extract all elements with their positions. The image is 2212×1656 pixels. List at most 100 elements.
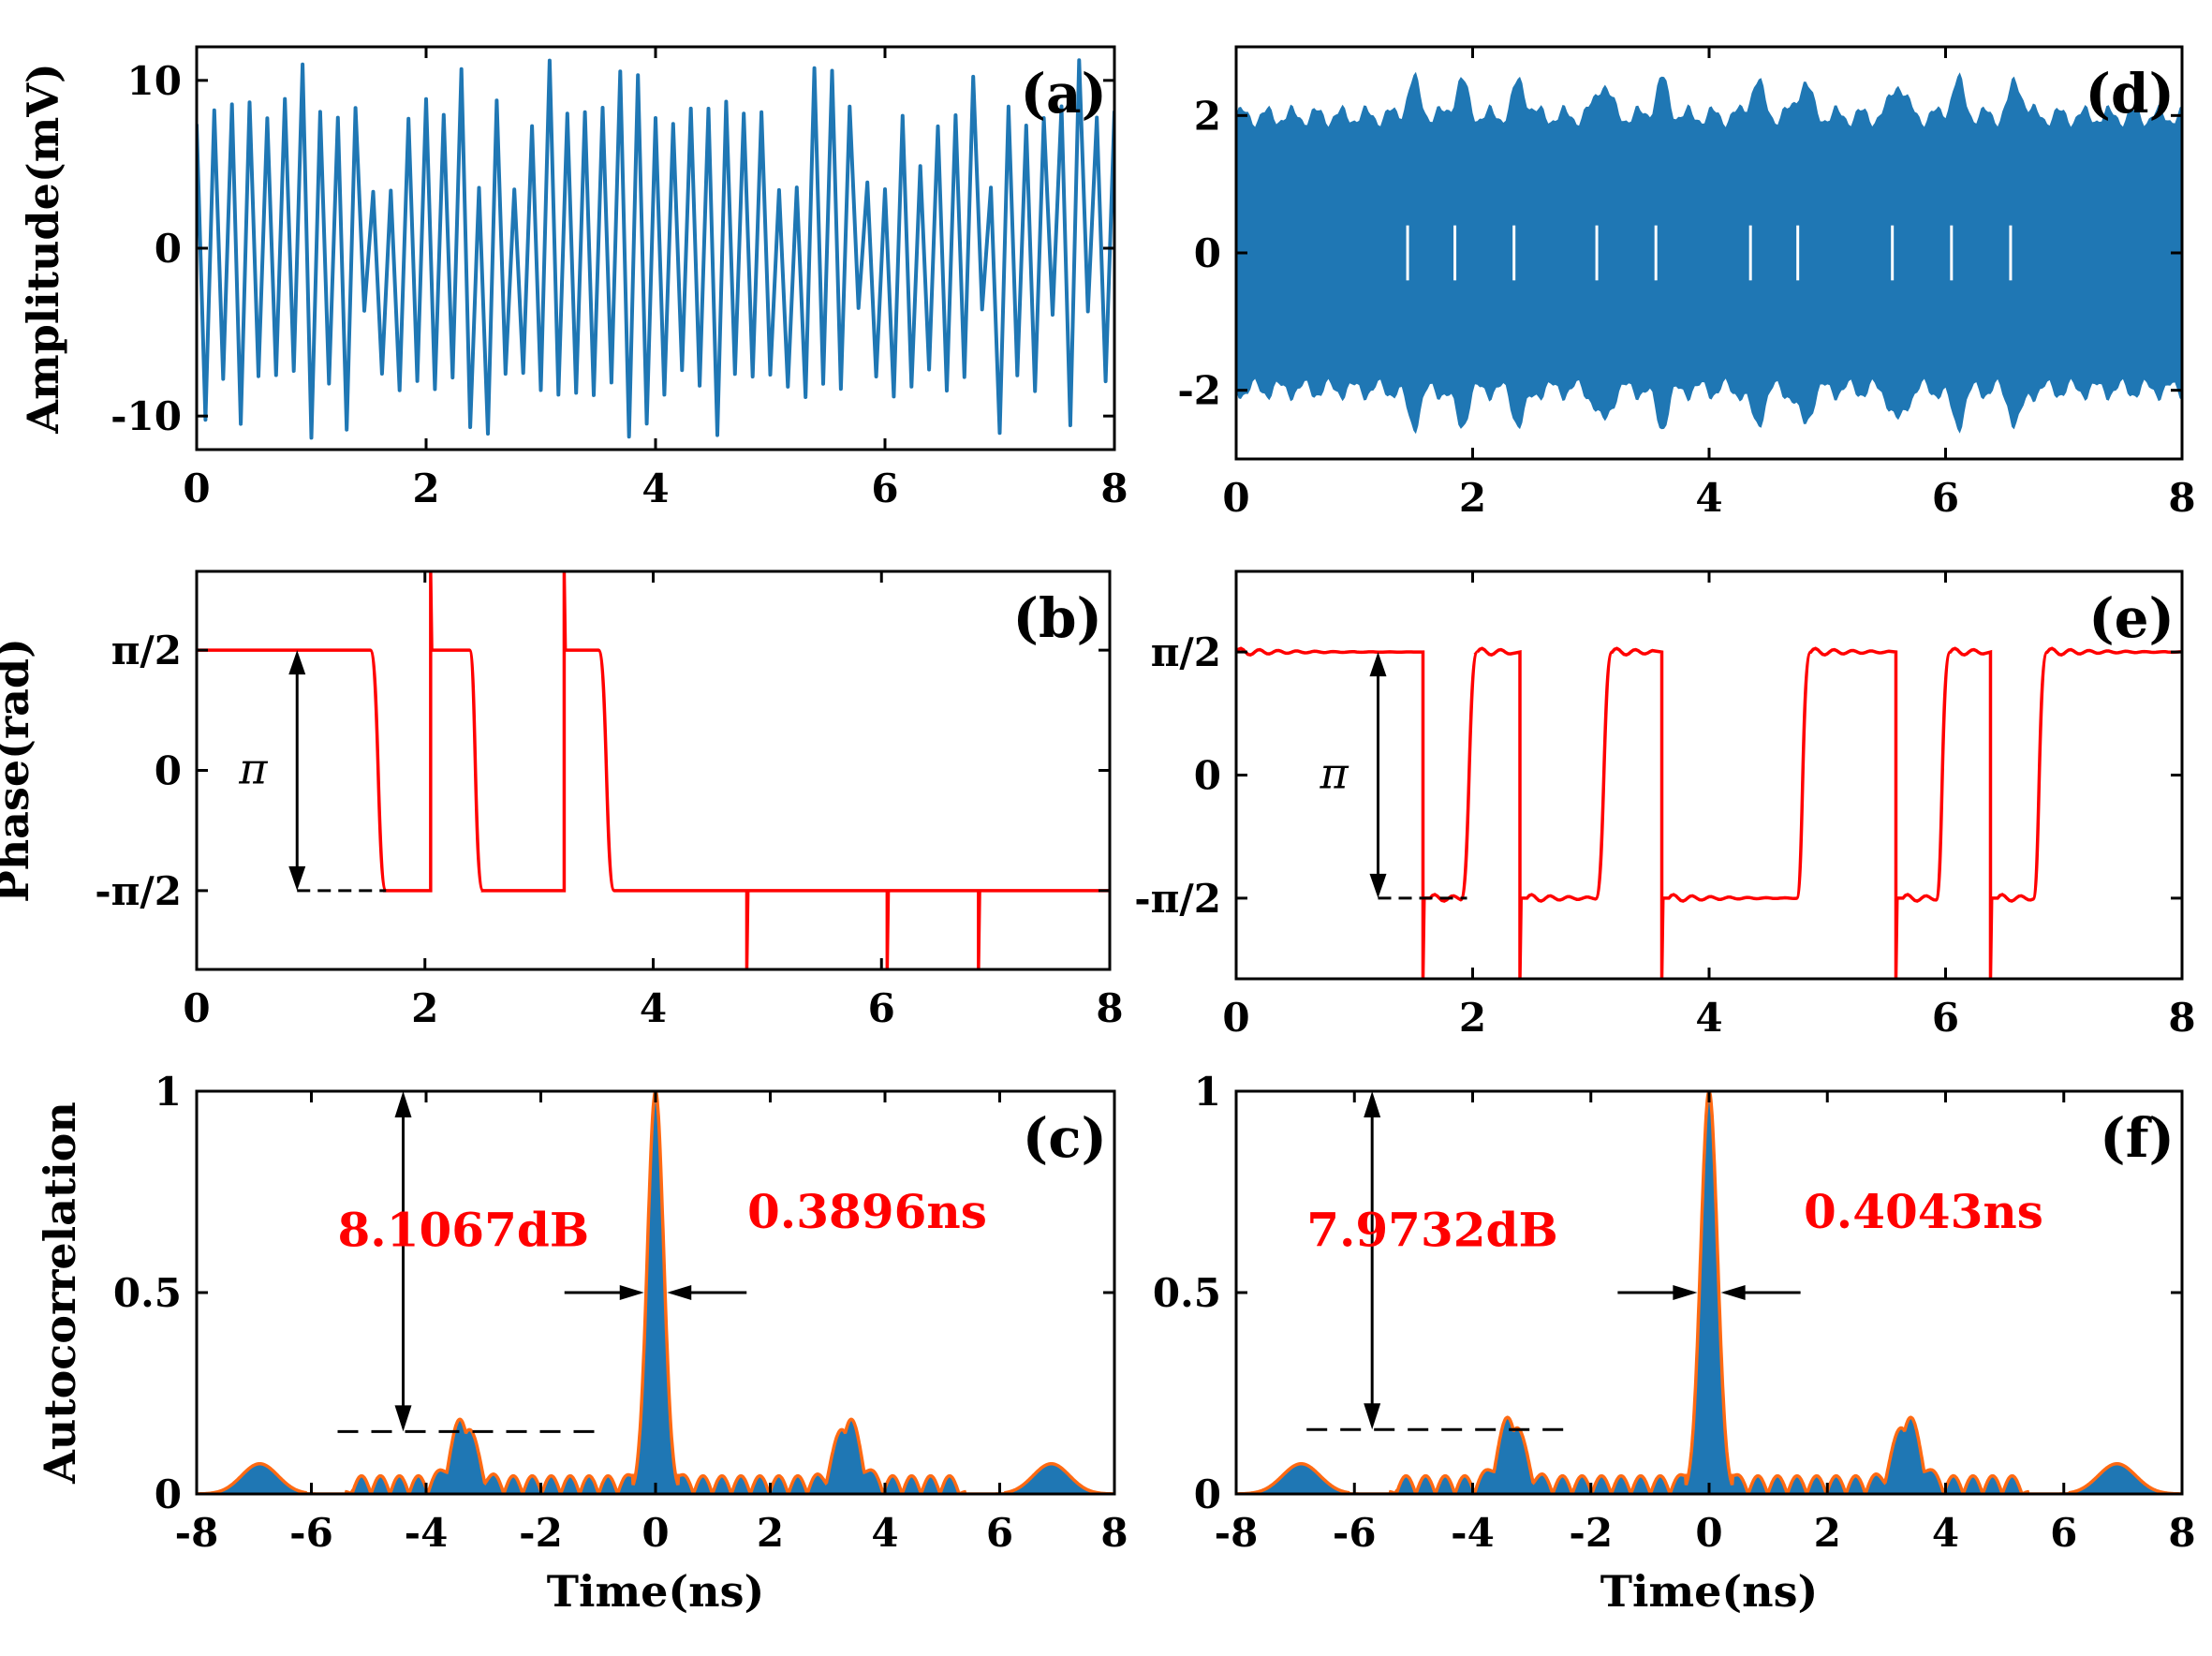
panel-c: 8.1067dB 0.3896ns -8 -6 -4 -2 0 2 4 6 8 0 0.5 1 (c) Aut…	[35, 1069, 1128, 1617]
pi-arrow-head-bottom	[1369, 873, 1387, 898]
y-tick-label: 0	[155, 226, 182, 272]
x-tick-label: -2	[519, 1510, 563, 1556]
x-tick-label: 4	[640, 985, 667, 1031]
plot-area-a	[197, 58, 1114, 440]
series-line	[197, 58, 1114, 440]
x-tick-label: 0	[1695, 1510, 1722, 1556]
ratio-arrow-head-bottom	[394, 1405, 412, 1432]
x-tick-label: -8	[175, 1510, 219, 1556]
panel-label: (f)	[2100, 1106, 2175, 1170]
x-tick-label: -2	[1569, 1510, 1613, 1556]
plot-area-b: π	[197, 571, 1109, 969]
x-tick-label: -4	[1451, 1510, 1495, 1556]
x-tick-label: -6	[289, 1510, 333, 1556]
panel-label: (d)	[2086, 62, 2175, 126]
x-tick-label: 6	[1932, 475, 1959, 521]
plot-area-f: 7.9732dB 0.4043ns	[1236, 1091, 2182, 1494]
x-tick-label: 0	[1222, 475, 1249, 521]
y-tick-label: -π/2	[1134, 876, 1221, 922]
width-arrow-left-head	[1673, 1285, 1698, 1300]
width-arrow-right-head	[1720, 1285, 1746, 1300]
plot-area-c: 8.1067dB 0.3896ns	[197, 1091, 1114, 1494]
y-tick-label: 0	[1194, 230, 1221, 276]
x-tick-label: 2	[412, 466, 439, 511]
x-tick-label: 6	[1932, 995, 1959, 1041]
y-axis-label: Autocorrelation	[35, 1102, 85, 1485]
x-tick-label: -8	[1215, 1510, 1259, 1556]
x-tick-label: 0	[641, 1510, 669, 1556]
x-tick-label: 0	[1222, 995, 1249, 1041]
y-tick-label: 1	[155, 1069, 182, 1115]
y-tick-label: 0.5	[113, 1270, 182, 1316]
x-tick-label: 4	[641, 466, 669, 511]
y-tick-label: -10	[111, 393, 182, 439]
ratio-arrow-head-top	[394, 1091, 412, 1117]
x-tick-label: 4	[1695, 475, 1722, 521]
panel-e: π 0 2 4 6 8 π/2 0 -π/2 (e)	[1134, 569, 2196, 1041]
ratio-annotation: 8.1067dB	[338, 1203, 590, 1258]
width-arrow-right-head	[667, 1285, 692, 1300]
x-tick-label: 4	[871, 1510, 898, 1556]
y-tick-label: 10	[127, 58, 182, 104]
series-area	[1236, 1091, 2182, 1494]
x-tick-label: -4	[405, 1510, 449, 1556]
y-tick-label: -π/2	[95, 868, 182, 914]
y-tick-label: 0	[155, 1471, 182, 1517]
y-tick-label: 0	[155, 748, 182, 794]
y-axis-label: Amplitude(mV)	[18, 63, 68, 435]
plot-area-e: π	[1236, 646, 2182, 979]
y-tick-label: π/2	[111, 628, 182, 673]
axes-frame	[195, 569, 1112, 971]
x-axis-label: Time(ns)	[1600, 1566, 1819, 1617]
x-tick-label: 6	[986, 1510, 1013, 1556]
pi-arrow-label: π	[1320, 748, 1349, 799]
x-tick-label: 2	[757, 1510, 784, 1556]
ratio-arrow-head-bottom	[1364, 1403, 1381, 1430]
panel-label: (e)	[2088, 586, 2175, 650]
x-tick-label: 6	[2050, 1510, 2077, 1556]
x-tick-label: 2	[411, 985, 438, 1031]
y-tick-label: 0	[1194, 1471, 1221, 1517]
x-tick-label: 8	[1100, 1510, 1128, 1556]
width-arrow-left-head	[619, 1285, 644, 1300]
y-axis-label: Phase(rad)	[0, 638, 38, 903]
y-tick-label: 2	[1194, 93, 1221, 139]
x-tick-label: 4	[1932, 1510, 1959, 1556]
x-tick-label: -6	[1333, 1510, 1377, 1556]
x-tick-label: 2	[1814, 1510, 1841, 1556]
y-tick-label: 1	[1194, 1069, 1221, 1115]
y-tick-label: 0	[1194, 753, 1221, 799]
x-tick-label: 8	[1100, 466, 1128, 511]
width-annotation: 0.3896ns	[747, 1184, 987, 1239]
x-tick-label: 4	[1695, 995, 1722, 1041]
panel-f: 7.9732dB 0.4043ns -8 -6 -4 -2 0 2 4 6 8 0 0.5 1 (f) Tim…	[1153, 1069, 2196, 1617]
y-tick-label: π/2	[1151, 629, 1221, 675]
series-area	[197, 1091, 1114, 1494]
x-tick-label: 2	[1459, 995, 1486, 1041]
x-tick-label: 8	[2168, 1510, 2195, 1556]
y-tick-label: -2	[1177, 368, 1221, 414]
pi-arrow-head-top	[1369, 652, 1387, 677]
y-tick-label: 0.5	[1153, 1270, 1221, 1316]
panel-label: (b)	[1013, 586, 1102, 650]
pi-arrow-label: π	[238, 744, 268, 794]
series-envelope	[1236, 71, 2182, 435]
x-tick-label: 6	[868, 985, 895, 1031]
plot-area-d	[1236, 71, 2182, 435]
ratio-arrow-head-top	[1364, 1091, 1381, 1117]
ratio-annotation: 7.9732dB	[1306, 1203, 1558, 1258]
width-annotation: 0.4043ns	[1804, 1184, 2043, 1239]
x-tick-label: 2	[1459, 475, 1486, 521]
x-tick-label: 6	[871, 466, 898, 511]
panel-d: 0 2 4 6 8 -2 0 2 (d)	[1177, 45, 2196, 521]
x-tick-label: 0	[183, 985, 210, 1031]
x-tick-label: 0	[183, 466, 210, 511]
x-tick-label: 8	[2168, 475, 2195, 521]
pi-arrow-head-top	[288, 650, 306, 675]
x-tick-label: 8	[2168, 995, 2195, 1041]
panel-label: (c)	[1023, 1106, 1107, 1170]
pi-arrow-head-bottom	[288, 865, 306, 891]
x-axis-label: Time(ns)	[547, 1566, 765, 1617]
